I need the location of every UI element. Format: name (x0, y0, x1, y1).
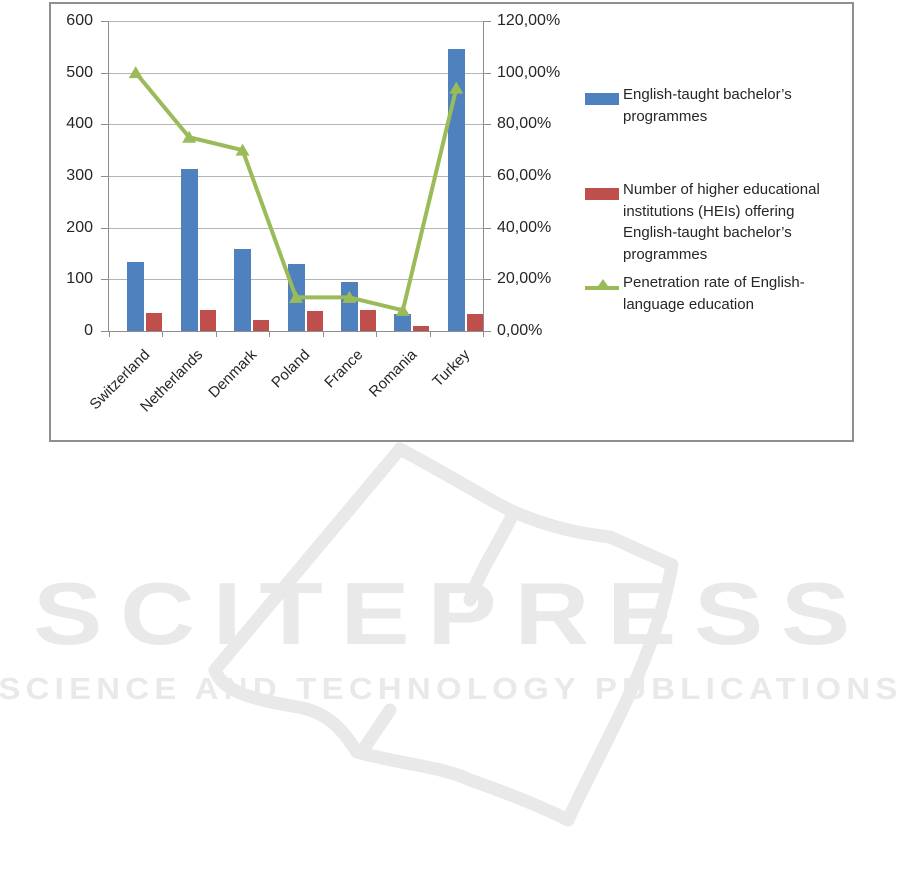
gridline (109, 227, 483, 229)
chart-frame: 600 120,00% 500 100,00% 400 80,00% 300 60,00% 20… (49, 2, 854, 442)
bar-english-taught-programmes (340, 281, 358, 331)
gridline (109, 124, 483, 126)
right-axis-tick (483, 21, 491, 22)
bar-heis-offering (413, 326, 430, 331)
bar-english-taught-programmes (234, 249, 252, 331)
legend-item: Penetration rate of English-language edu… (585, 272, 870, 315)
right-axis-tick-label: 80,00% (497, 115, 552, 133)
gridline (109, 176, 483, 177)
left-axis-tick (101, 279, 109, 281)
legend-label-line: institutions (HEIs) offering (623, 202, 795, 220)
triangle-marker (449, 81, 464, 94)
bar-heis-offering (146, 312, 163, 331)
left-axis-tick-label: 500 (66, 63, 93, 81)
left-axis-tick-label: 100 (66, 270, 93, 288)
gridline (109, 21, 483, 22)
right-axis-tick (483, 124, 491, 126)
legend-label-line: English-taught bachelor’s (623, 224, 792, 241)
left-axis-tick-label: 400 (66, 115, 93, 133)
bar-heis-offering (199, 309, 216, 331)
left-axis-tick (101, 124, 109, 126)
right-axis-tick-label: 60,00% (497, 167, 552, 184)
bar-heis-offering (359, 309, 376, 331)
legend-label-line: language education (623, 295, 754, 313)
x-axis-tick (322, 331, 324, 337)
right-axis-tick-label: 40,00% (497, 218, 552, 236)
gridline (109, 72, 483, 74)
legend-item: English-taught bachelor’s programmes (585, 84, 870, 127)
bar-english-taught-programmes (180, 169, 198, 331)
left-axis-tick (101, 227, 109, 229)
legend-swatch (585, 188, 619, 200)
left-axis-tick-label: 300 (66, 167, 93, 184)
triangle-marker (395, 303, 410, 316)
x-axis-tick (215, 331, 217, 337)
legend-label-line: programmes (623, 107, 708, 125)
legend-label: Number of higher educational institutions… (623, 179, 870, 265)
x-axis-tick (376, 331, 378, 337)
legend-label: Penetration rate of English-language edu… (623, 272, 870, 315)
triangle-marker (342, 290, 357, 303)
right-axis-tick (483, 279, 491, 281)
triangle-marker (289, 290, 303, 303)
book-center-fold (463, 505, 521, 607)
right-axis-tick-label: 0,00% (497, 322, 543, 339)
right-axis-tick-label: 120,00% (497, 12, 561, 29)
book-bottom-pages (350, 745, 573, 826)
left-axis-tick-label: 0 (84, 322, 93, 339)
left-axis-tick (101, 72, 109, 74)
plot-area: 600 120,00% 500 100,00% 400 80,00% 300 60,00% 20… (66, 13, 560, 416)
bar-english-taught-programmes (447, 49, 465, 331)
left-axis-tick (101, 176, 109, 177)
left-axis-tick-label: 600 (66, 12, 93, 29)
book-inner-page-line (354, 703, 397, 760)
bar-english-taught-programmes (394, 314, 412, 331)
penetration-line-path (134, 71, 459, 313)
x-axis-tick (162, 331, 164, 337)
bar-heis-offering (253, 319, 270, 331)
triangle-marker (128, 66, 143, 79)
x-axis-tick (429, 331, 431, 337)
bar-english-taught-programmes (127, 262, 145, 331)
legend-label-line: Number of higher educational (623, 181, 820, 198)
triangle-marker (235, 143, 250, 156)
book-right-cover (561, 558, 679, 827)
penetration-rate-line (128, 66, 464, 316)
legend-triangle-icon (596, 279, 610, 289)
right-axis-tick (483, 331, 491, 332)
right-axis-tick-label: 20,00% (497, 270, 552, 288)
right-axis-tick (483, 72, 491, 74)
x-axis-tick (483, 331, 484, 337)
bar-heis-offering (306, 310, 323, 331)
legend-swatch (585, 93, 619, 105)
watermark-tagline-text: SCIENCE AND TECHNOLOGY PUBLICATIONS (0, 671, 901, 706)
left-axis-tick (101, 21, 109, 22)
bar-heis-offering (466, 314, 483, 331)
book-right-page-top (393, 442, 679, 572)
x-axis-tick (269, 331, 271, 337)
scitepress-watermark-text: SCITEPRESS (33, 564, 868, 663)
legend-item: Number of higher educational institutions… (585, 179, 870, 265)
right-axis-tick (483, 227, 491, 229)
legend-label-line: Penetration rate of English- (623, 274, 805, 291)
left-axis-tick-label: 200 (66, 218, 93, 236)
right-axis-tick (483, 176, 491, 177)
legend-label-line: English-taught bachelor’s (623, 86, 792, 103)
x-axis-tick (109, 331, 110, 337)
left-axis-tick (101, 331, 109, 332)
triangle-marker (182, 130, 197, 143)
legend-label: English-taught bachelor’s programmes (623, 84, 870, 127)
right-axis-tick-label: 100,00% (497, 63, 561, 81)
book-left-cover (208, 442, 407, 759)
legend-label-line: programmes (623, 245, 708, 263)
